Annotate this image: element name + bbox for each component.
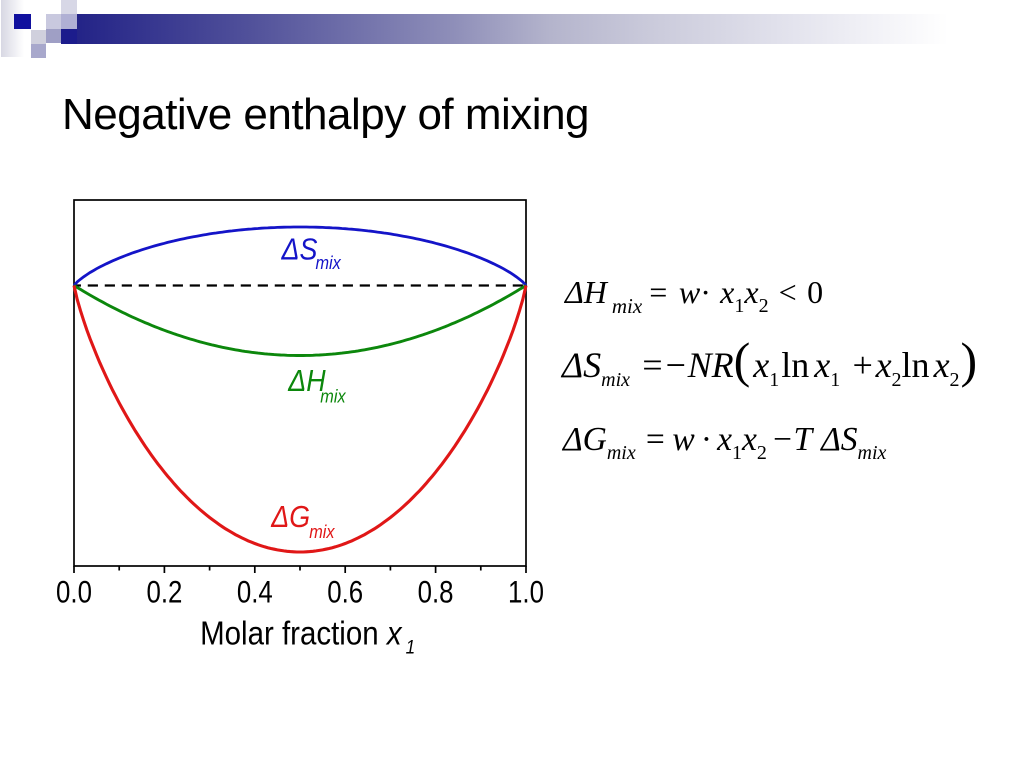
- svg-text:ΔS: ΔS: [281, 233, 318, 267]
- svg-text:0.2: 0.2: [146, 575, 182, 610]
- svg-text:ΔH: ΔH: [287, 364, 326, 398]
- svg-text:mix: mix: [316, 252, 343, 273]
- svg-text:mix: mix: [309, 521, 336, 542]
- svg-text:0.8: 0.8: [418, 575, 454, 610]
- svg-text:1.0: 1.0: [508, 575, 544, 610]
- svg-text:1: 1: [406, 635, 416, 657]
- svg-text:mix: mix: [320, 386, 347, 407]
- svg-text:0.0: 0.0: [56, 575, 92, 610]
- svg-text:0.6: 0.6: [327, 575, 363, 610]
- svg-text:0.4: 0.4: [237, 575, 273, 610]
- svg-text:ΔG: ΔG: [270, 501, 310, 535]
- svg-text:Molar fraction x: Molar fraction x: [200, 614, 403, 652]
